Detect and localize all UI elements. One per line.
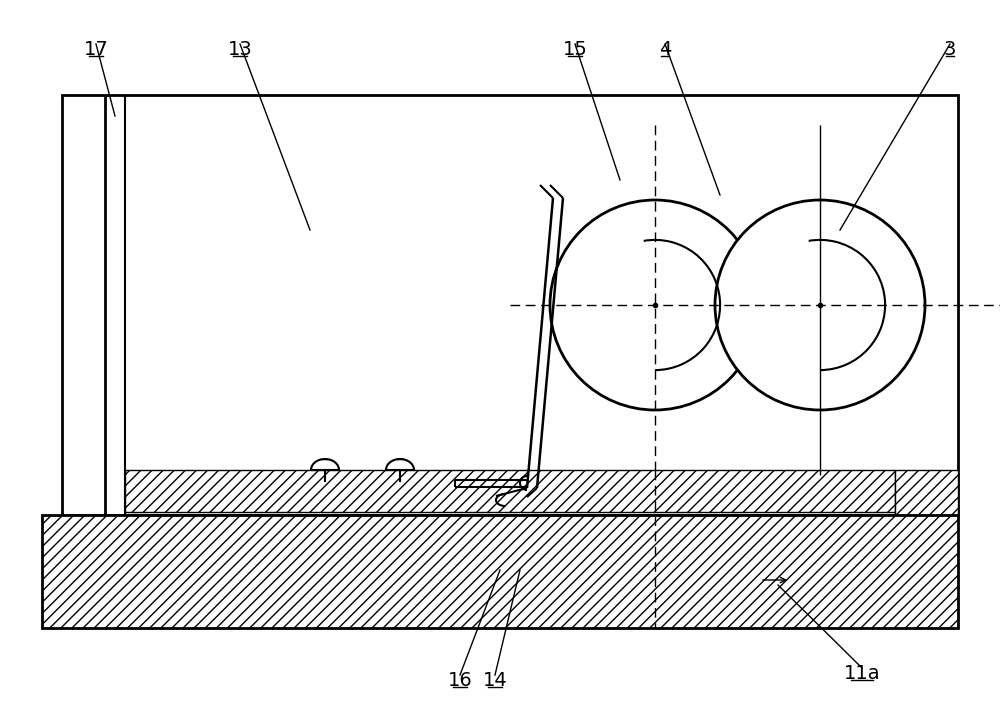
Text: 17: 17 xyxy=(84,40,108,59)
Bar xyxy=(62,95,958,515)
Text: 16: 16 xyxy=(448,671,472,690)
Text: 3: 3 xyxy=(944,40,956,59)
Text: 4: 4 xyxy=(659,40,671,59)
Circle shape xyxy=(550,200,760,410)
Text: 13: 13 xyxy=(228,40,252,59)
Circle shape xyxy=(715,200,925,410)
Bar xyxy=(125,470,895,512)
Bar xyxy=(42,515,958,628)
Text: 14: 14 xyxy=(483,671,507,690)
Bar xyxy=(895,470,958,515)
Text: 15: 15 xyxy=(563,40,587,59)
Text: 11a: 11a xyxy=(844,664,880,683)
